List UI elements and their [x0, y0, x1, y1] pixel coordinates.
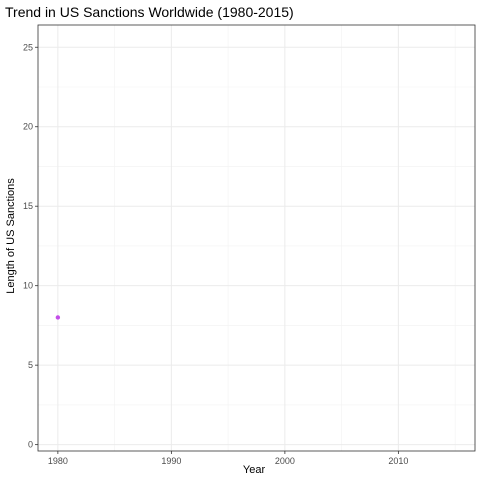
- y-tick-label: 25: [23, 42, 33, 52]
- y-tick-label: 20: [23, 122, 33, 132]
- y-tick-label: 0: [28, 440, 33, 450]
- x-tick-label: 2010: [388, 456, 408, 466]
- data-points: [55, 315, 61, 320]
- x-tick-label: 2000: [275, 456, 295, 466]
- x-axis-title: Year: [243, 464, 266, 476]
- x-tick-label: 1990: [161, 456, 181, 466]
- chart-title: Trend in US Sanctions Worldwide (1980-20…: [5, 4, 294, 20]
- panel-border: [37, 24, 476, 452]
- x-axis: 1980 1990 2000 2010: [48, 451, 408, 466]
- y-tick-label: 15: [23, 201, 33, 211]
- data-point: [55, 315, 61, 320]
- y-tick-label: 10: [23, 281, 33, 291]
- y-tick-label: 5: [28, 360, 33, 370]
- y-axis-title: Length of US Sanctions: [5, 178, 17, 294]
- x-tick-label: 1980: [48, 456, 68, 466]
- panel-grid: [38, 25, 475, 451]
- y-axis: 0 5 10 15 20 25: [23, 42, 38, 450]
